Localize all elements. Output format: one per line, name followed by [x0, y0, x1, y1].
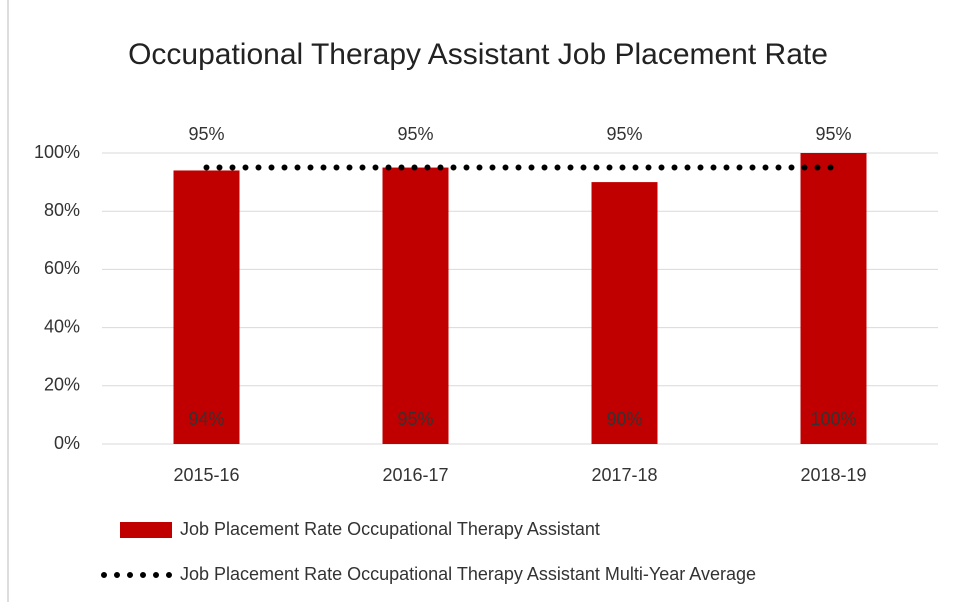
- bar-value-label: 100%: [810, 409, 856, 429]
- bar: [382, 167, 449, 445]
- line-value-label: 95%: [397, 124, 433, 144]
- y-tick-label: 80%: [44, 200, 80, 220]
- bar: [591, 182, 658, 444]
- line-value-label: 95%: [815, 124, 851, 144]
- bar-value-label: 94%: [188, 409, 224, 429]
- line-value-label: 95%: [606, 124, 642, 144]
- x-tick-label: 2016-17: [382, 465, 448, 485]
- bar-value-label: 90%: [606, 409, 642, 429]
- y-tick-label: 40%: [44, 316, 80, 336]
- bar: [173, 170, 240, 444]
- y-tick-label: 60%: [44, 258, 80, 278]
- bar-value-label: 95%: [397, 409, 433, 429]
- x-tick-label: 2015-16: [173, 465, 239, 485]
- legend-swatch: [120, 522, 172, 538]
- bar: [800, 153, 867, 444]
- legend-label: Job Placement Rate Occupational Therapy …: [180, 564, 756, 584]
- y-tick-label: 0%: [54, 433, 80, 453]
- legend-label: Job Placement Rate Occupational Therapy …: [180, 519, 600, 539]
- x-tick-label: 2017-18: [591, 465, 657, 485]
- y-tick-label: 100%: [34, 142, 80, 162]
- x-tick-label: 2018-19: [800, 465, 866, 485]
- line-value-label: 95%: [188, 124, 224, 144]
- chart-title: Occupational Therapy Assistant Job Place…: [128, 38, 828, 71]
- y-tick-label: 20%: [44, 375, 80, 395]
